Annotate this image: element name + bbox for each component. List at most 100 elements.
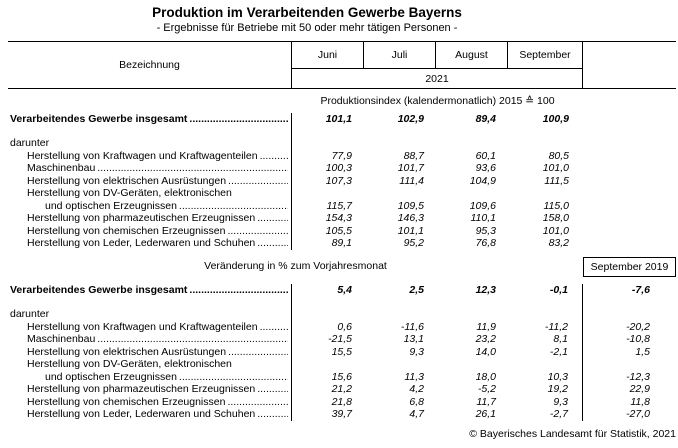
row-label-text: Verarbeitendes Gewerbe insgesamt bbox=[10, 284, 188, 296]
value-cell-august: 60,1 bbox=[475, 149, 496, 162]
page-title: Produktion im Verarbeitenden Gewerbe Bay… bbox=[152, 5, 462, 20]
value-cell-september-2019 bbox=[583, 137, 676, 150]
row-label-text: Herstellung von DV-Geräten, elektronisch… bbox=[27, 187, 232, 199]
value-cell-juli: 101,7 bbox=[397, 162, 424, 174]
value-cell-august: -5,2 bbox=[477, 383, 496, 395]
row-leader-dots bbox=[179, 200, 288, 213]
value-cell-juni: 39,7 bbox=[331, 408, 352, 420]
value-cell-juni: 107,3 bbox=[325, 174, 352, 187]
value-cell-september-2019: 1,5 bbox=[635, 345, 650, 358]
table-row: Herstellung von elektrischen Ausrüstunge… bbox=[8, 345, 676, 359]
value-cell-september: -2,7 bbox=[508, 408, 583, 421]
value-cell-september-2019 bbox=[583, 358, 676, 371]
value-cell-juli: -11,6 bbox=[400, 320, 424, 333]
value-cell-september-2019: -27,0 bbox=[626, 408, 650, 420]
row-leader-dots bbox=[228, 346, 288, 359]
value-cell-september-2019: 22,9 bbox=[629, 383, 650, 395]
table-row: Herstellung von elektrischen Ausrüstunge… bbox=[8, 174, 676, 188]
value-cell-september: 158,0 bbox=[542, 212, 569, 224]
value-cell-august: 14,0 bbox=[475, 345, 496, 358]
value-cell-september-2019 bbox=[583, 308, 676, 321]
year-header: 2021 bbox=[292, 69, 583, 88]
table-row: Herstellung von Kraftwagen und Kraftwage… bbox=[8, 149, 676, 163]
value-cell-september: -0,1 bbox=[508, 284, 583, 308]
column-header-august: August bbox=[436, 42, 508, 69]
value-cell-juli bbox=[364, 137, 436, 150]
row-label: Herstellung von Leder, Lederwaren und Sc… bbox=[8, 408, 292, 421]
table-row: Herstellung von chemischen Erzeugnissen … bbox=[8, 224, 676, 237]
value-cell-august bbox=[436, 187, 508, 200]
section-header-row: Veränderung in % zum Vorjahresmonat Sept… bbox=[8, 257, 676, 284]
table-row: Maschinenbau 100,3 101,7 93,6 101,0 bbox=[8, 162, 676, 175]
table-row: darunter bbox=[8, 308, 676, 321]
value-cell-juli: 9,3 bbox=[409, 345, 424, 358]
column-header-juli: Juli bbox=[364, 42, 436, 69]
row-label-text: darunter bbox=[10, 308, 50, 320]
value-cell-august: 109,6 bbox=[469, 199, 496, 212]
value-cell-september-2019 bbox=[583, 150, 676, 163]
section-rows: Verarbeitendes Gewerbe insgesamt 101,1 1… bbox=[8, 113, 676, 250]
row-label: darunter bbox=[8, 308, 292, 321]
value-cell-juni: 15,6 bbox=[331, 370, 352, 383]
value-cell-juni: 100,3 bbox=[325, 162, 352, 174]
row-label-text: Herstellung von Leder, Lederwaren und Sc… bbox=[27, 408, 256, 420]
row-leader-dots bbox=[97, 162, 288, 175]
row-label-text: Herstellung von pharmazeutischen Erzeugn… bbox=[27, 383, 256, 395]
row-leader-dots bbox=[179, 371, 288, 384]
value-cell-september bbox=[508, 137, 583, 150]
value-cell-september-2019: -20,2 bbox=[626, 320, 650, 333]
value-cell-september: -11,2 bbox=[508, 320, 583, 333]
value-cell-september-2019: -7,6 bbox=[631, 284, 650, 296]
section-produktionsindex: Produktionsindex (kalendermonatlich) 201… bbox=[8, 94, 676, 250]
table-row: Herstellung von DV-Geräten, elektronisch… bbox=[8, 358, 676, 371]
table-header: Bezeichnung Juni Juli August September 2… bbox=[8, 41, 676, 89]
row-label: und optischen Erzeugnissen bbox=[8, 370, 292, 384]
row-leader-dots bbox=[257, 237, 288, 250]
value-cell-juni: 0,6 bbox=[337, 320, 352, 333]
table-row: Herstellung von chemischen Erzeugnissen … bbox=[8, 395, 676, 408]
value-cell-september: 100,9 bbox=[542, 113, 569, 125]
value-cell-juli: 6,8 bbox=[409, 395, 424, 408]
table-row: Verarbeitendes Gewerbe insgesamt 101,1 1… bbox=[8, 113, 676, 137]
value-cell-august: 18,0 bbox=[475, 370, 496, 383]
row-label: Herstellung von elektrischen Ausrüstunge… bbox=[8, 174, 292, 187]
value-cell-juli: 95,2 bbox=[403, 237, 424, 249]
value-cell-september bbox=[508, 187, 583, 200]
extra-column-header: September 2019 bbox=[583, 257, 676, 277]
column-header-bezeichnung: Bezeichnung bbox=[8, 42, 292, 88]
row-label: Maschinenbau bbox=[8, 333, 292, 346]
section-header-produktionsindex: Produktionsindex (kalendermonatlich) 201… bbox=[320, 95, 555, 107]
table-row: Herstellung von DV-Geräten, elektronisch… bbox=[8, 187, 676, 200]
value-cell-september: 101,0 bbox=[542, 224, 569, 237]
value-cell-september: 111,5 bbox=[544, 174, 569, 187]
value-cell-juni: 89,1 bbox=[331, 237, 352, 249]
table-row: Herstellung von pharmazeutischen Erzeugn… bbox=[8, 383, 676, 396]
row-leader-dots bbox=[97, 333, 288, 346]
column-header-september: September bbox=[508, 42, 583, 69]
copyright-notice: © Bayerisches Landesamt für Statistik, 2… bbox=[469, 428, 676, 440]
row-label: und optischen Erzeugnissen bbox=[8, 199, 292, 213]
row-label-text: Herstellung von Kraftwagen und Kraftwage… bbox=[27, 149, 258, 162]
row-label: Herstellung von pharmazeutischen Erzeugn… bbox=[8, 212, 292, 225]
value-cell-september-2019 bbox=[583, 200, 676, 213]
value-cell-september-2019 bbox=[583, 212, 676, 225]
value-cell-august: 104,9 bbox=[469, 174, 496, 187]
row-label-text: Herstellung von Leder, Lederwaren und Sc… bbox=[27, 237, 256, 249]
table-row: und optischen Erzeugnissen 115,7 109,5 1… bbox=[8, 199, 676, 213]
table-row: Herstellung von Kraftwagen und Kraftwage… bbox=[8, 320, 676, 333]
value-cell-september-2019 bbox=[583, 175, 676, 188]
value-cell-september-2019 bbox=[583, 162, 676, 175]
value-cell-juni: 21,2 bbox=[331, 383, 352, 395]
column-header-juni: Juni bbox=[292, 42, 364, 69]
row-label-text: Herstellung von Kraftwagen und Kraftwage… bbox=[27, 320, 258, 333]
value-cell-juni bbox=[292, 187, 364, 200]
value-cell-juli: 146,3 bbox=[397, 212, 424, 224]
row-label-text: Herstellung von elektrischen Ausrüstunge… bbox=[27, 174, 227, 187]
value-cell-september: 19,2 bbox=[508, 383, 583, 396]
row-label: Verarbeitendes Gewerbe insgesamt bbox=[8, 284, 292, 308]
value-cell-august: 89,4 bbox=[475, 113, 496, 125]
value-cell-juni bbox=[292, 358, 364, 371]
section-veraenderung: Veränderung in % zum Vorjahresmonat Sept… bbox=[8, 257, 676, 421]
value-cell-juli: 11,3 bbox=[404, 370, 424, 383]
table-row: und optischen Erzeugnissen 15,6 11,3 18,… bbox=[8, 370, 676, 384]
